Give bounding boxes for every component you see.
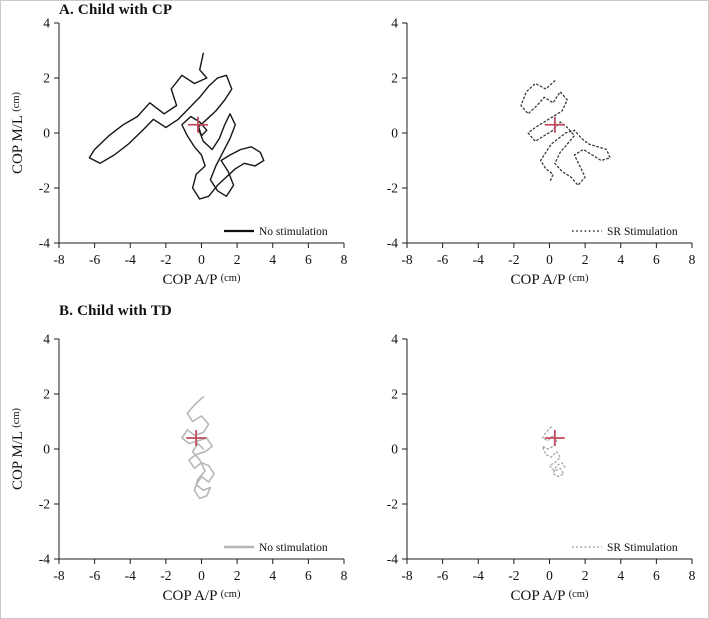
x-tick-label: -6 <box>437 252 448 267</box>
legend-label: SR Stimulation <box>607 542 678 554</box>
y-tick-label: -2 <box>39 181 50 196</box>
y-axis-label: COP M/L (cm) <box>10 91 26 174</box>
y-tick-label: 2 <box>43 71 50 86</box>
x-axis-label: COP A/P (cm) <box>511 272 589 288</box>
x-tick-label: 6 <box>653 252 660 267</box>
x-tick-label: -2 <box>508 252 519 267</box>
x-tick-label: -4 <box>125 568 136 583</box>
x-tick-label: 6 <box>305 252 312 267</box>
x-tick-label: 8 <box>341 252 348 267</box>
x-tick-label: 6 <box>305 568 312 583</box>
x-tick-label: 2 <box>582 252 589 267</box>
panel-a-title: A. Child with CP <box>59 2 173 18</box>
plot-td-sr-stimulation: -8 -6 -4 -2 0 2 4 6 8 -4 -2 0 2 4 COP A/P (cm) SR Stimu… <box>387 332 696 605</box>
y-tick-label: -4 <box>39 236 50 251</box>
x-tick-label: -8 <box>53 568 64 583</box>
x-tick-label: 0 <box>198 252 205 267</box>
y-tick-label: 0 <box>43 126 50 141</box>
y-tick-label: -2 <box>387 497 398 512</box>
x-tick-label: 2 <box>234 252 241 267</box>
y-tick-label: -2 <box>39 497 50 512</box>
cop-trajectory <box>88 52 265 200</box>
plot-cp-sr-stimulation: -8 -6 -4 -2 0 2 4 6 8 -4 -2 0 2 4 COP A/P (cm) SR Stimu… <box>387 16 696 289</box>
x-tick-label: 0 <box>198 568 205 583</box>
y-tick-label: 2 <box>391 71 398 86</box>
x-tick-label: 2 <box>234 568 241 583</box>
x-tick-label: 6 <box>653 568 660 583</box>
y-axis-label: COP M/L (cm) <box>10 407 26 490</box>
legend-label: No stimulation <box>259 542 328 554</box>
y-tick-label: 0 <box>391 442 398 457</box>
x-tick-label: -8 <box>53 252 64 267</box>
x-tick-label: 2 <box>582 568 589 583</box>
cop-trajectory <box>520 80 611 186</box>
x-tick-label: -8 <box>401 568 412 583</box>
y-tick-label: 0 <box>43 442 50 457</box>
x-axis-label: COP A/P (cm) <box>163 588 241 604</box>
x-tick-label: 4 <box>617 568 624 583</box>
x-tick-label: -4 <box>125 252 136 267</box>
x-tick-label: 4 <box>617 252 624 267</box>
y-tick-label: 2 <box>43 387 50 402</box>
x-tick-label: -2 <box>160 568 171 583</box>
cop-trajectory <box>181 396 215 500</box>
x-tick-label: -4 <box>473 568 484 583</box>
x-tick-label: 8 <box>341 568 348 583</box>
x-tick-label: 8 <box>689 568 696 583</box>
y-tick-label: 0 <box>391 126 398 141</box>
x-axis-label: COP A/P (cm) <box>511 588 589 604</box>
x-tick-label: 4 <box>269 568 276 583</box>
y-tick-label: 4 <box>43 16 50 31</box>
legend-label: SR Stimulation <box>607 226 678 238</box>
plot-cp-no-stimulation: -8 -6 -4 -2 0 2 4 6 8 -4 -2 0 2 4 COP A/P (cm) COP M/L … <box>10 16 348 289</box>
x-tick-label: -6 <box>89 252 100 267</box>
x-tick-label: 0 <box>546 252 553 267</box>
x-tick-label: 0 <box>546 568 553 583</box>
y-tick-label: 4 <box>43 332 50 347</box>
y-tick-label: -4 <box>387 552 398 567</box>
y-tick-label: 2 <box>391 387 398 402</box>
x-tick-label: -6 <box>89 568 100 583</box>
x-tick-label: 4 <box>269 252 276 267</box>
x-tick-label: -2 <box>508 568 519 583</box>
y-tick-label: -2 <box>387 181 398 196</box>
x-tick-label: -8 <box>401 252 412 267</box>
x-tick-label: -4 <box>473 252 484 267</box>
plot-td-no-stimulation: -8 -6 -4 -2 0 2 4 6 8 -4 -2 0 2 4 COP A/P (cm) COP M/L … <box>10 332 348 605</box>
x-axis-label: COP A/P (cm) <box>163 272 241 288</box>
x-tick-label: -2 <box>160 252 171 267</box>
y-tick-label: 4 <box>391 16 398 31</box>
y-tick-label: 4 <box>391 332 398 347</box>
panel-b-title: B. Child with TD <box>59 303 172 319</box>
x-tick-label: -6 <box>437 568 448 583</box>
x-tick-label: 8 <box>689 252 696 267</box>
legend-label: No stimulation <box>259 226 328 238</box>
y-tick-label: -4 <box>387 236 398 251</box>
y-tick-label: -4 <box>39 552 50 567</box>
